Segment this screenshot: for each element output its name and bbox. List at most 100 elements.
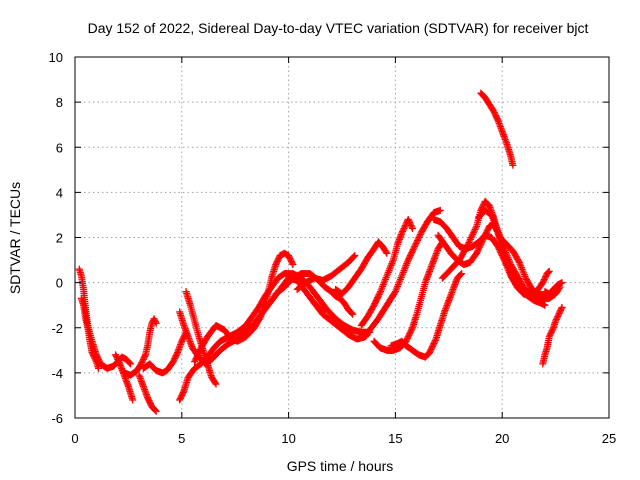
data-point (391, 289, 399, 297)
data-point (94, 364, 102, 372)
series-arc-10 (191, 249, 297, 366)
data-point (508, 273, 516, 281)
data-point (545, 333, 553, 341)
data-point (406, 328, 414, 336)
data-point (371, 298, 379, 306)
data-point (348, 309, 356, 317)
data-point (493, 227, 501, 235)
data-point (493, 115, 501, 123)
data-point (407, 327, 415, 335)
data-point (463, 242, 471, 250)
y-tick-label: -2 (51, 321, 63, 336)
data-point (194, 350, 202, 358)
data-point (509, 161, 517, 169)
data-point (127, 360, 135, 368)
data-point (427, 346, 435, 354)
data-point (436, 206, 444, 214)
data-point (544, 269, 552, 277)
series-arc-4 (120, 315, 160, 379)
data-point (480, 234, 488, 242)
data-point (152, 319, 160, 327)
data-point (274, 256, 282, 264)
data-point (558, 279, 566, 287)
data-point (406, 220, 414, 228)
data-point (407, 221, 415, 229)
data-point (176, 394, 184, 402)
data-point (146, 400, 154, 408)
y-tick-label: 6 (56, 140, 63, 155)
data-point (431, 337, 439, 345)
data-point (482, 230, 490, 238)
series-arc-24 (541, 279, 566, 298)
data-point (430, 340, 438, 348)
data-point (541, 301, 549, 309)
data-point (556, 308, 564, 316)
data-point (114, 357, 122, 365)
data-point (177, 393, 185, 401)
data-point (403, 336, 411, 344)
data-point (490, 220, 498, 228)
data-point (176, 396, 184, 404)
data-point (152, 407, 160, 415)
data-point (350, 253, 358, 261)
data-point (151, 316, 159, 324)
data-point (475, 243, 483, 251)
data-point (273, 258, 281, 266)
axis-ticks: 0 5 10 15 20 25 -6 -4 -2 0 2 4 6 8 10 (49, 50, 617, 446)
series-arc-11 (272, 270, 357, 318)
data-point (196, 347, 204, 355)
y-tick-label: 2 (56, 231, 63, 246)
series-arc-23 (539, 303, 566, 368)
data-point (552, 315, 560, 323)
data-point (112, 351, 120, 359)
data-point (192, 355, 200, 363)
data-point (92, 356, 100, 364)
data-point (172, 352, 180, 360)
data-point (484, 225, 492, 233)
data-point (539, 279, 547, 287)
data-point (413, 238, 421, 246)
data-point (211, 379, 219, 387)
data-point (514, 257, 522, 265)
data-point (407, 250, 415, 258)
data-point (405, 331, 413, 339)
data-point (146, 398, 154, 406)
data-point (374, 292, 382, 300)
x-tick-label: 5 (178, 431, 185, 446)
data-point (289, 261, 297, 269)
data-point (492, 112, 500, 120)
data-point (373, 295, 381, 303)
data-point (406, 330, 414, 338)
data-point (115, 358, 123, 366)
data-point (90, 352, 98, 360)
data-point (114, 355, 122, 363)
data-point (473, 249, 481, 257)
data-point (405, 255, 413, 263)
data-point (141, 352, 149, 360)
data-point (404, 334, 412, 342)
data-point (287, 256, 295, 264)
data-point (169, 358, 177, 366)
data-point (414, 235, 422, 243)
data-point (547, 330, 555, 338)
data-point (458, 270, 466, 278)
data-point (464, 240, 472, 248)
data-point (467, 234, 475, 242)
data-point (471, 226, 479, 234)
chart-title: Day 152 of 2022, Sidereal Day-to-day VTE… (88, 20, 589, 36)
data-point (466, 235, 474, 243)
y-tick-label: 10 (49, 50, 63, 65)
data-point (285, 252, 293, 260)
x-tick-label: 10 (281, 431, 295, 446)
data-point (555, 309, 563, 317)
data-point (272, 259, 280, 267)
x-tick-label: 0 (71, 431, 78, 446)
data-point (90, 353, 98, 361)
data-point (474, 246, 482, 254)
data-point (409, 246, 417, 254)
data-point (399, 226, 407, 234)
data-point (541, 274, 549, 282)
data-point (88, 349, 96, 357)
data-point (195, 349, 203, 357)
